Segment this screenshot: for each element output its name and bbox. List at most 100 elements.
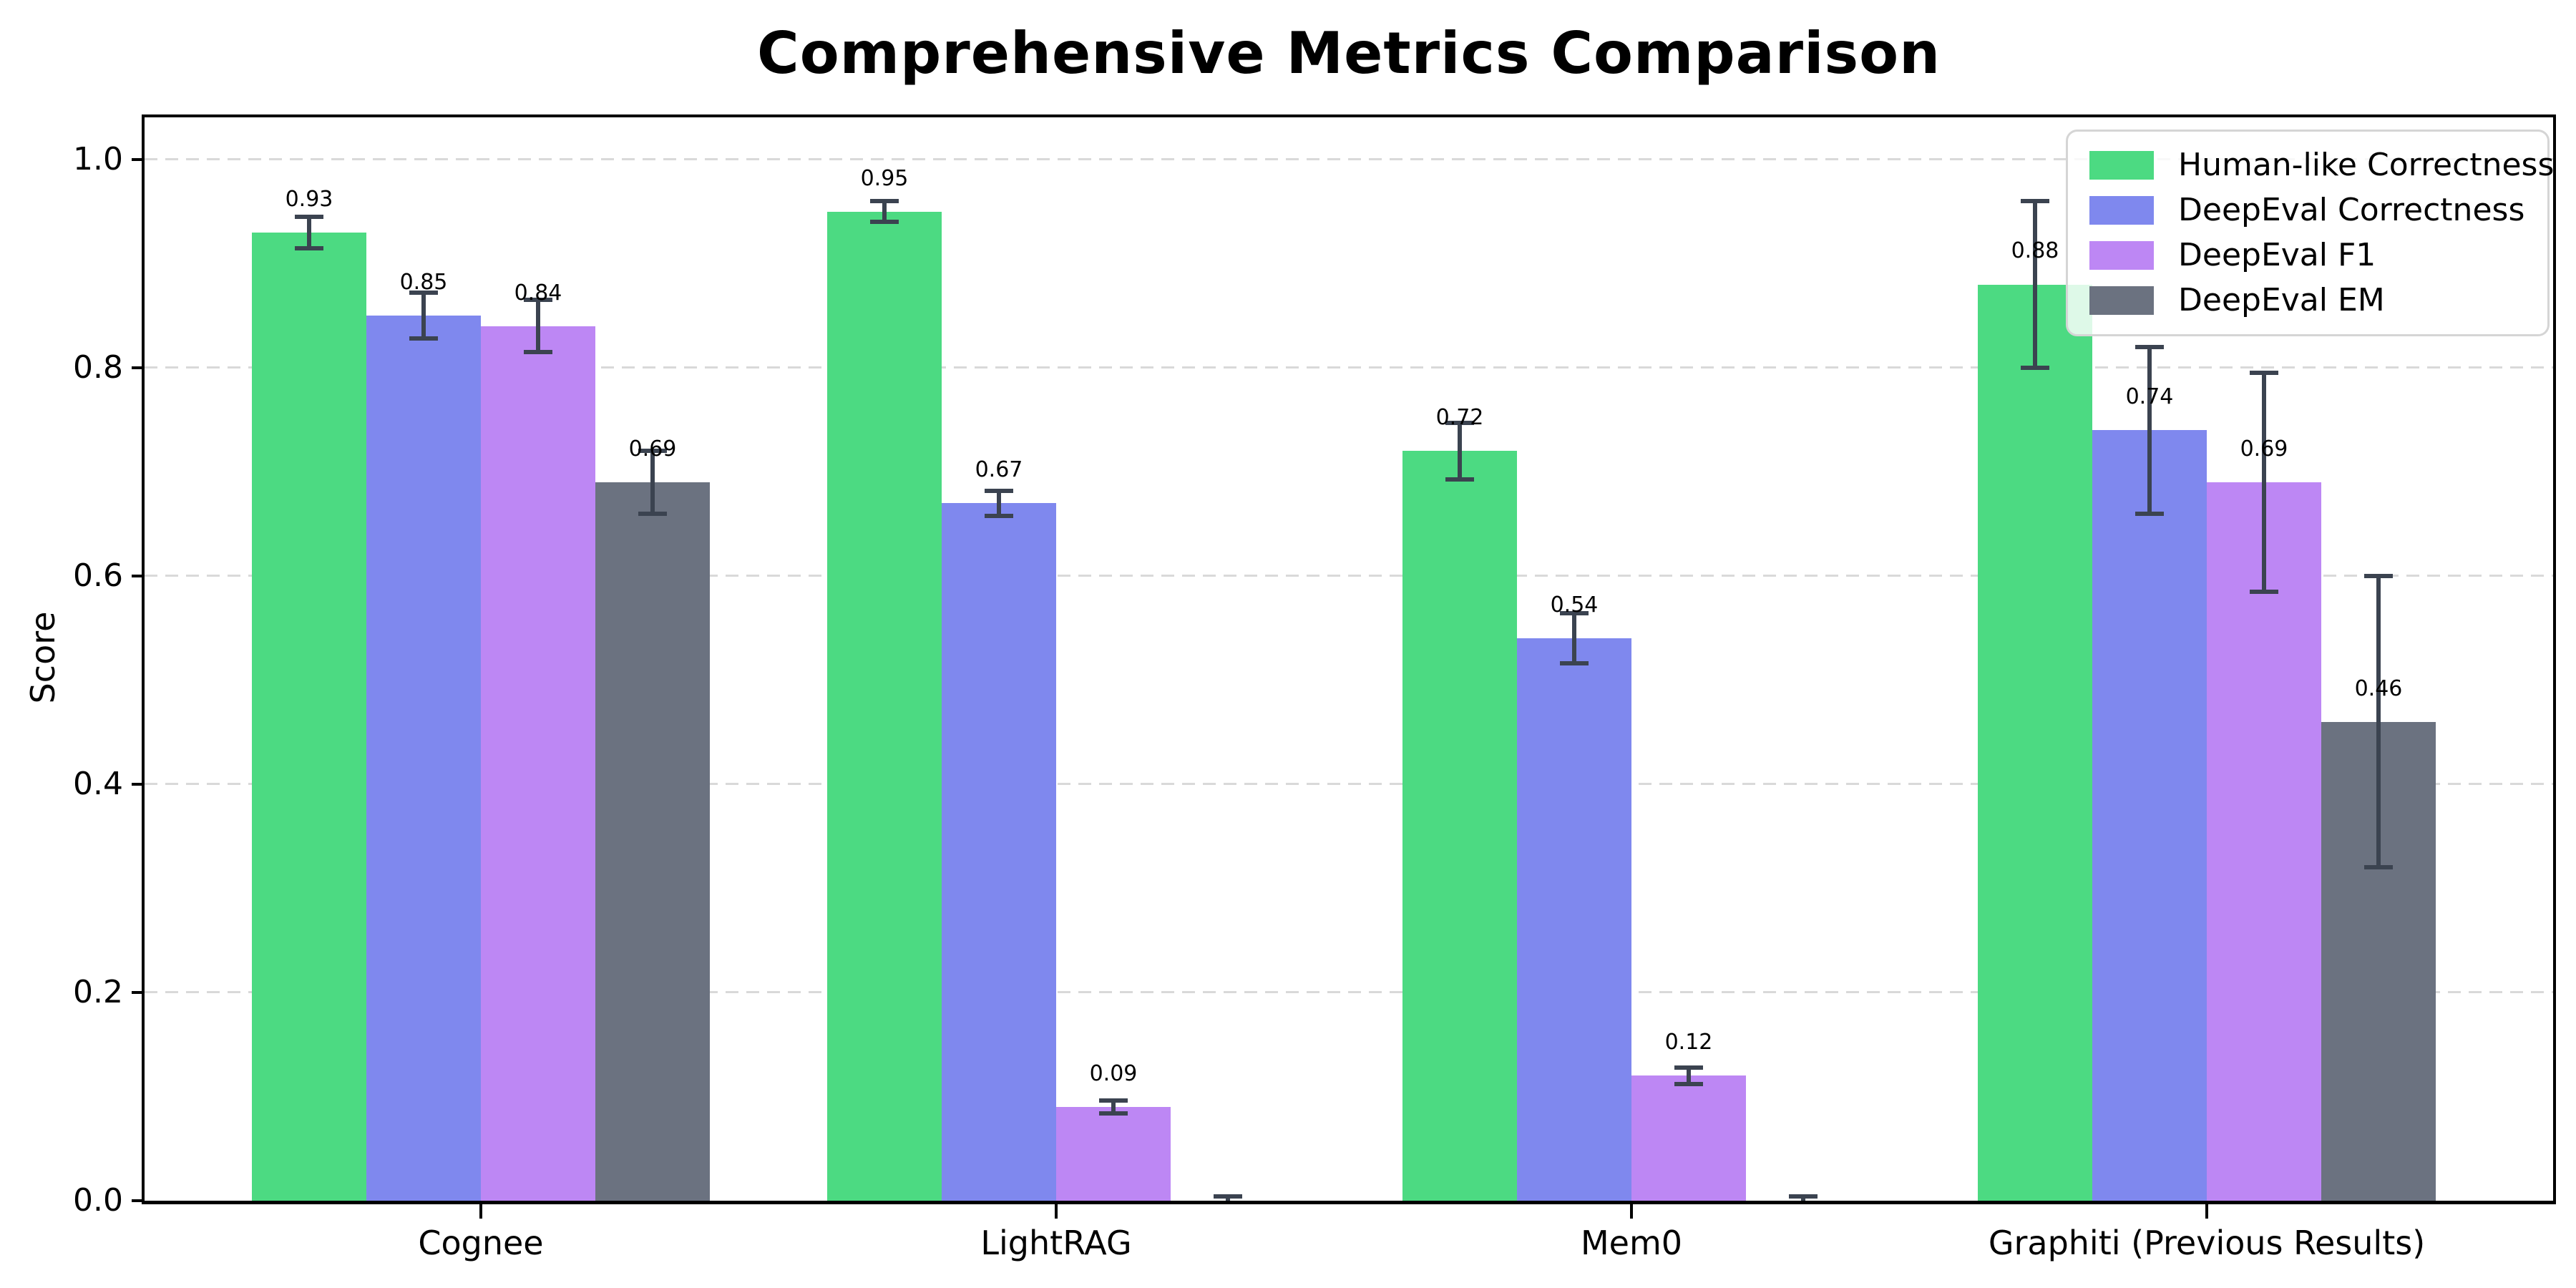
- error-bar: [1687, 1068, 1691, 1084]
- error-bar: [2262, 373, 2266, 592]
- error-bar-cap: [2364, 574, 2393, 578]
- y-axis-title: Score: [24, 611, 62, 704]
- bar: [2092, 430, 2207, 1201]
- bar: [827, 212, 942, 1201]
- legend-item: DeepEval EM: [2089, 283, 2526, 318]
- error-bar-cap: [2250, 371, 2278, 375]
- legend-label: Human-like Correctness: [2178, 147, 2555, 183]
- y-tick-label: 0.8: [73, 349, 123, 386]
- x-tick-mark: [1630, 1204, 1633, 1219]
- x-tick-mark: [2205, 1204, 2208, 1219]
- bar-value-label: 0.93: [285, 187, 333, 212]
- error-bar-cap: [985, 489, 1013, 493]
- error-bar-cap: [1099, 1111, 1128, 1116]
- bar: [1402, 451, 1517, 1201]
- y-tick-mark: [132, 1199, 142, 1202]
- x-tick-mark: [1055, 1204, 1058, 1219]
- error-bar-cap: [638, 449, 667, 453]
- error-bar-cap: [2021, 366, 2049, 370]
- error-bar: [882, 201, 887, 222]
- legend-swatch: [2089, 196, 2154, 225]
- error-bar-cap: [985, 514, 1013, 518]
- error-bar-cap: [1789, 1203, 1818, 1204]
- error-bar-cap: [524, 298, 552, 302]
- error-bar-cap: [2135, 512, 2164, 516]
- legend: Human-like Correctness DeepEval Correctne…: [2066, 130, 2554, 336]
- error-bar-cap: [1674, 1082, 1703, 1086]
- bar: [942, 503, 1056, 1201]
- x-tick-mark: [479, 1204, 482, 1219]
- error-bar-cap: [870, 199, 899, 203]
- error-bar-cap: [1789, 1194, 1818, 1199]
- error-bar: [2147, 347, 2152, 514]
- y-tick-label: 0.0: [73, 1182, 123, 1219]
- legend-swatch: [2089, 241, 2154, 270]
- bar-value-label: 0.85: [399, 270, 448, 295]
- bar: [366, 316, 481, 1201]
- x-tick-label: Graphiti (Previous Results): [1988, 1224, 2426, 1262]
- bar: [1631, 1075, 1746, 1201]
- gridline: [145, 366, 2553, 369]
- y-tick-label: 0.6: [73, 557, 123, 594]
- error-bar-cap: [2364, 865, 2393, 869]
- error-bar: [307, 217, 311, 248]
- x-tick-label: Cognee: [418, 1224, 544, 1262]
- legend-item: Human-like Correctness: [2089, 147, 2554, 183]
- legend-item: DeepEval Correctness: [2089, 192, 2526, 228]
- error-bar-cap: [870, 220, 899, 224]
- gridline: [145, 575, 2553, 577]
- bar-value-label: 0.72: [1435, 405, 1484, 430]
- y-tick-mark: [132, 783, 142, 786]
- error-bar: [2376, 576, 2381, 867]
- bar-value-label: 0.12: [1664, 1030, 1713, 1055]
- bar: [1978, 285, 2092, 1201]
- y-tick-mark: [132, 991, 142, 994]
- error-bar: [997, 491, 1001, 516]
- bar-value-label: 0.84: [514, 280, 562, 306]
- error-bar-cap: [409, 336, 438, 341]
- y-tick-label: 0.4: [73, 766, 123, 802]
- error-bar-cap: [1214, 1194, 1242, 1199]
- error-bar-cap: [2250, 590, 2278, 594]
- legend-swatch: [2089, 286, 2154, 315]
- bar-value-label: 0.88: [2011, 238, 2059, 263]
- error-bar-cap: [1099, 1098, 1128, 1103]
- error-bar: [1572, 613, 1576, 663]
- error-bar-cap: [2021, 199, 2049, 203]
- bar-value-label: 0.67: [975, 457, 1023, 482]
- error-bar-cap: [2135, 345, 2164, 349]
- error-bar: [1458, 423, 1462, 479]
- y-tick-mark: [132, 366, 142, 369]
- bar: [595, 482, 710, 1201]
- gridline: [145, 158, 2553, 160]
- bar: [481, 326, 595, 1201]
- legend-item: DeepEval F1: [2089, 238, 2526, 273]
- bar-value-label: 0.09: [1089, 1061, 1138, 1086]
- y-tick-mark: [132, 158, 142, 161]
- x-tick-label: LightRAG: [980, 1224, 1132, 1262]
- error-bar-cap: [1445, 421, 1474, 425]
- y-tick-mark: [132, 575, 142, 577]
- error-bar: [1226, 1196, 1230, 1201]
- legend-label: DeepEval EM: [2178, 282, 2385, 318]
- y-tick-label: 1.0: [73, 141, 123, 177]
- error-bar: [1111, 1101, 1116, 1113]
- bar-value-label: 0.69: [628, 436, 677, 462]
- bar-value-label: 0.74: [2125, 384, 2174, 409]
- error-bar: [1801, 1196, 1805, 1201]
- error-bar-cap: [1445, 477, 1474, 482]
- error-bar-cap: [524, 350, 552, 354]
- legend-label: DeepEval Correctness: [2178, 192, 2525, 228]
- bar: [252, 233, 366, 1201]
- error-bar: [536, 300, 540, 352]
- chart-title: Comprehensive Metrics Comparison: [756, 20, 1941, 87]
- error-bar-cap: [638, 512, 667, 516]
- legend-label: DeepEval F1: [2178, 237, 2376, 273]
- gridline: [145, 991, 2553, 993]
- error-bar-cap: [1560, 661, 1589, 665]
- error-bar: [650, 452, 655, 514]
- gridline: [145, 783, 2553, 785]
- legend-swatch: [2089, 151, 2154, 180]
- error-bar-cap: [295, 215, 323, 219]
- x-tick-label: Mem0: [1580, 1224, 1683, 1262]
